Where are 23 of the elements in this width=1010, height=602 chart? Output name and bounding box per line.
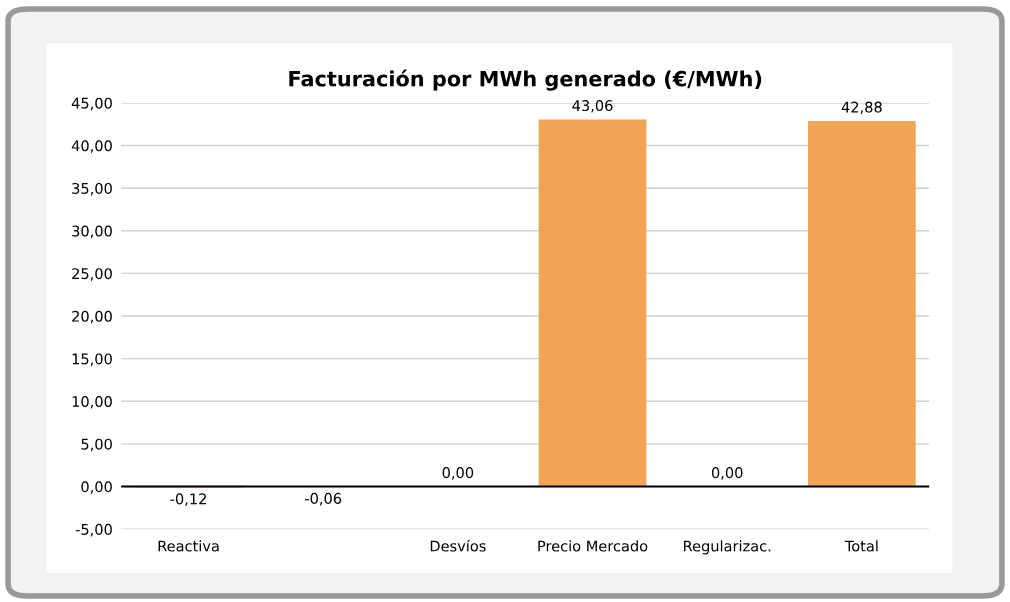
y-tick-label: 35,00 [72, 182, 112, 196]
y-tick-label: 5,00 [81, 438, 112, 452]
chart-title: Facturación por MWh generado (€/MWh) [289, 69, 762, 91]
x-tick-label: Precio Mercado [538, 540, 648, 552]
data-label: 42,88 [841, 101, 882, 115]
data-label: -0,06 [305, 492, 342, 506]
y-tick-label: -5,00 [75, 523, 112, 537]
y-tick-label: 45,00 [71, 97, 112, 111]
y-tick-label: 40,00 [71, 140, 112, 153]
data-label: 0,00 [711, 467, 743, 480]
x-tick-label: Regularizac. [684, 540, 771, 555]
x-tick-label: Desvíos [430, 539, 486, 552]
data-label: 43,06 [572, 100, 613, 113]
y-tick-label: 15,00 [72, 353, 112, 366]
x-tick-label: Total [844, 540, 878, 552]
y-tick-label: 10,00 [72, 396, 112, 409]
data-label: 0,00 [442, 467, 474, 480]
y-tick-label: 25,00 [72, 268, 112, 281]
y-tick-label: 20,00 [72, 310, 112, 324]
y-tick-label: 30,00 [72, 225, 112, 239]
x-tick-label: Reactiva [158, 540, 219, 552]
y-tick-label: 0,00 [81, 481, 112, 494]
data-label: -0,12 [170, 493, 206, 506]
